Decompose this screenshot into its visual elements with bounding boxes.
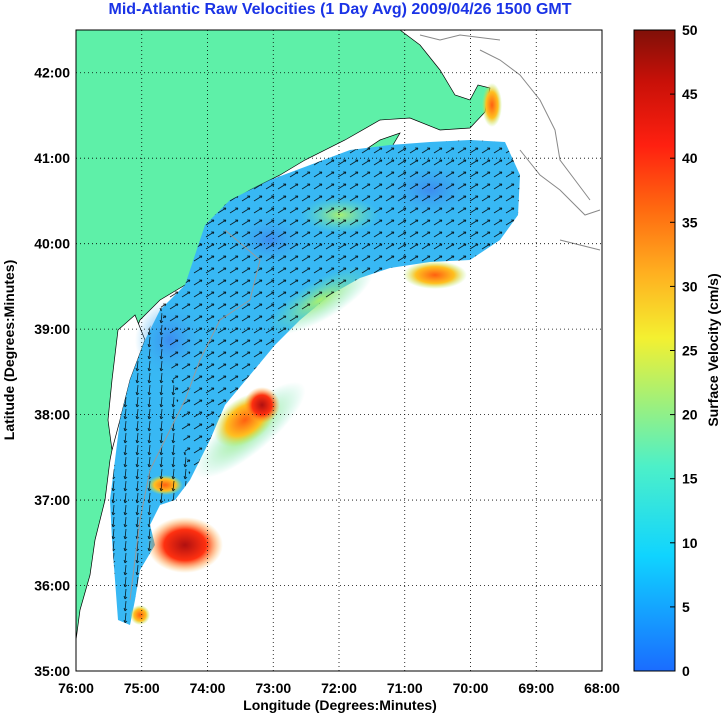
y-tick-label: 35:00 [34, 663, 70, 679]
shelf-contour [129, 229, 261, 601]
x-tick-label: 74:00 [190, 680, 226, 696]
colorbar-tick-label: 50 [682, 22, 698, 38]
x-tick-label: 76:00 [58, 680, 94, 696]
x-tick-label: 73:00 [255, 680, 291, 696]
x-tick-label: 75:00 [124, 680, 160, 696]
colorbar-tick-label: 15 [682, 471, 698, 487]
colorbar-tick-label: 45 [682, 86, 698, 102]
colorbar-tick-label: 10 [682, 535, 698, 551]
velocity-arrows-south [110, 300, 190, 625]
warm-spot-2 [403, 261, 467, 289]
y-tick-label: 42:00 [34, 65, 70, 81]
x-tick-label: 72:00 [321, 680, 357, 696]
y-tick-label: 39:00 [34, 321, 70, 337]
x-axis-label: Longitude (Degrees:Minutes) [243, 697, 437, 713]
x-tick-label: 70:00 [453, 680, 489, 696]
x-tick-label: 69:00 [518, 680, 554, 696]
colorbar-tick-label: 20 [682, 407, 698, 423]
y-tick-label: 37:00 [34, 492, 70, 508]
warm-spot-3 [482, 83, 502, 127]
x-tick-label: 71:00 [387, 680, 423, 696]
map-title: Mid-Atlantic Raw Velocities (1 Day Avg) … [108, 1, 572, 18]
colorbar-tick-label: 5 [682, 599, 690, 615]
cape-cod [479, 49, 591, 201]
grid-lines [76, 30, 602, 671]
y-tick-label: 38:00 [34, 407, 70, 423]
colorbar-tick-label: 40 [682, 150, 698, 166]
velocity-arrows [160, 140, 520, 480]
y-tick-label: 40:00 [34, 236, 70, 252]
plot-border [75, 29, 603, 672]
hot-spot-1 [147, 517, 223, 573]
colorbar-label: Surface Velocity (cm/s) [705, 273, 721, 426]
x-tick-labels: 76:00 75:00 74:00 73:00 72:00 71:00 70:00 69:00… [58, 680, 620, 696]
y-axis-label: Latitude (Degrees:Minutes) [1, 260, 17, 440]
colorbar-tick-label: 25 [682, 343, 698, 359]
offshore-contour [419, 34, 601, 251]
colorbar [633, 29, 676, 672]
y-tick-label: 41:00 [34, 150, 70, 166]
colorbar-tick-label: 35 [682, 214, 698, 230]
hot-spot-3 [130, 605, 150, 625]
y-tick-label: 36:00 [34, 578, 70, 594]
colorbar-tick-label: 0 [682, 663, 690, 679]
x-tick-label: 68:00 [584, 680, 620, 696]
hot-spot-2 [244, 387, 280, 423]
colorbar-tick-label: 30 [682, 278, 698, 294]
y-tick-labels: 42:00 41:00 40:00 39:00 38:00 37:00 36:00 35:00 [34, 65, 70, 679]
